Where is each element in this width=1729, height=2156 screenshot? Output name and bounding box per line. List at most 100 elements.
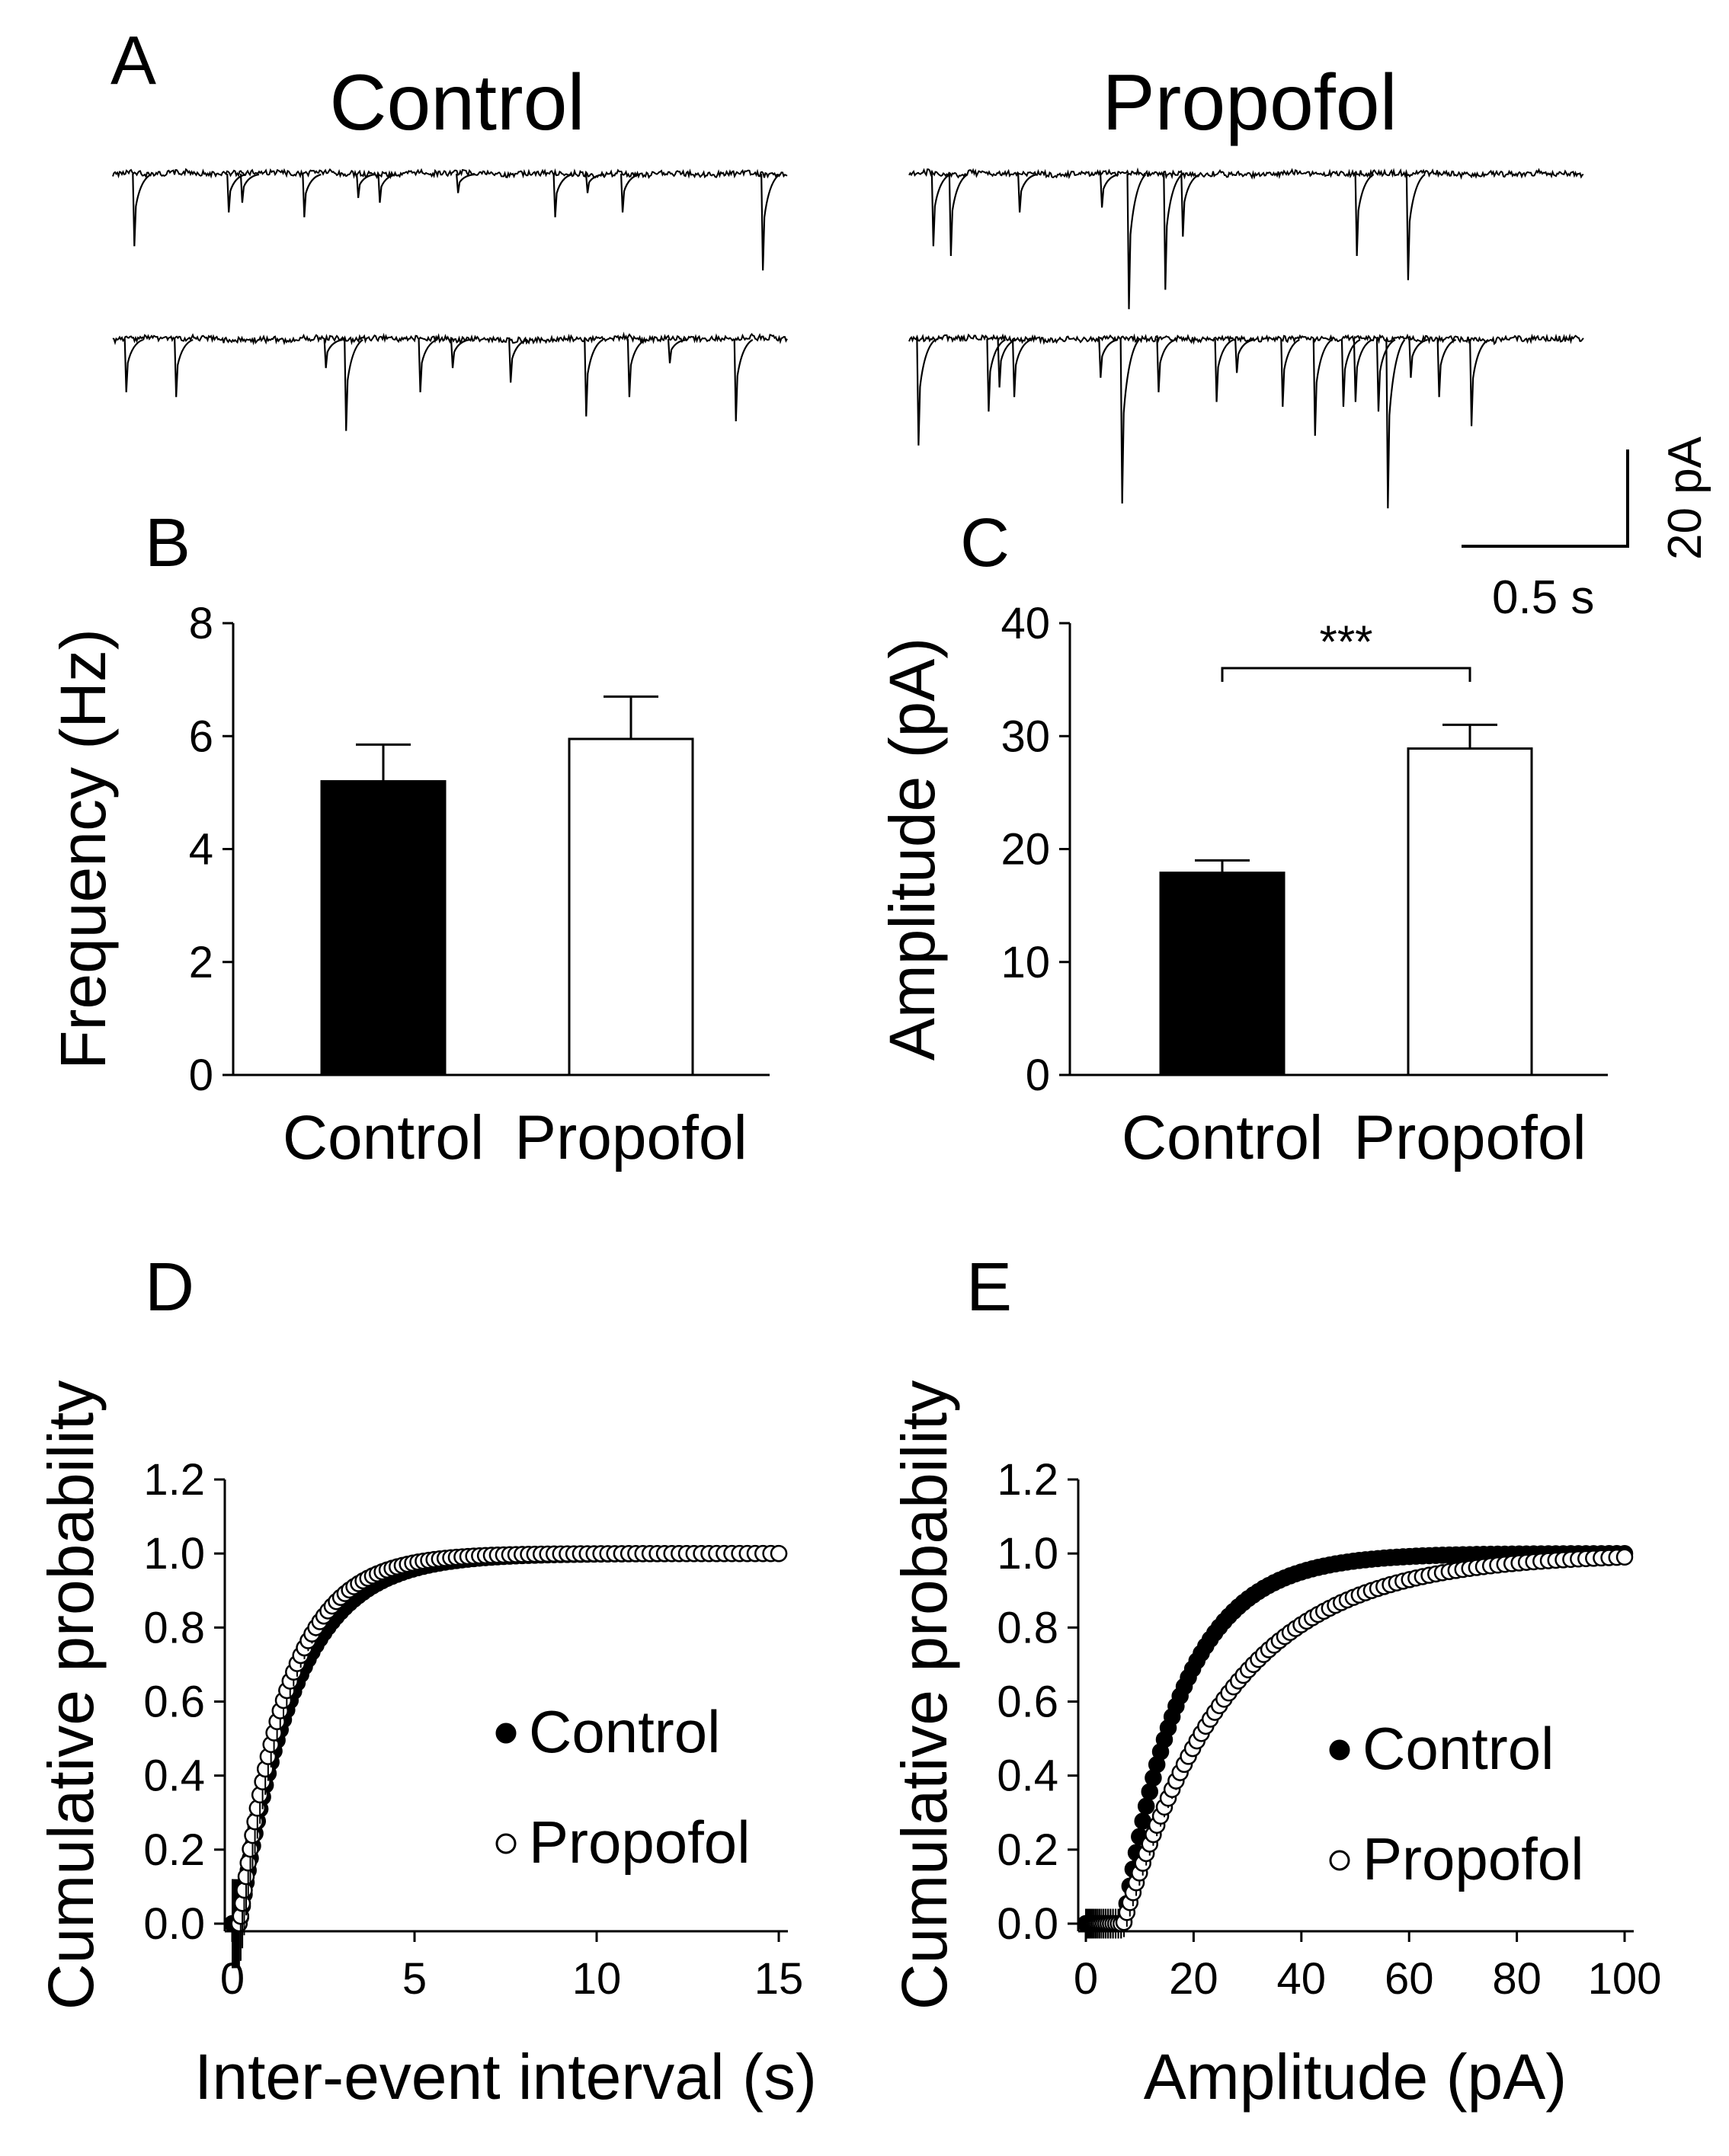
y-axis-label: Amplitude (pA) bbox=[876, 638, 948, 1061]
panel-c-letter: C bbox=[960, 505, 1010, 581]
trace-event bbox=[1100, 173, 1119, 208]
trace-event bbox=[1408, 338, 1428, 378]
trace-event bbox=[239, 173, 260, 203]
legend-marker bbox=[1329, 1850, 1350, 1871]
significance-label: *** bbox=[1319, 616, 1372, 667]
panel-e-letter: E bbox=[966, 1249, 1012, 1326]
legend-marker bbox=[1329, 1739, 1350, 1761]
trace-event bbox=[377, 173, 397, 203]
legend-label: Control bbox=[1362, 1715, 1554, 1782]
trace-event bbox=[450, 338, 470, 369]
data-point bbox=[1141, 1783, 1159, 1801]
category-label: Control bbox=[1122, 1103, 1323, 1172]
trace-event bbox=[344, 338, 363, 431]
y-tick-label: 8 bbox=[189, 599, 213, 648]
y-axis-label: Frequency (Hz) bbox=[47, 629, 119, 1070]
data-point bbox=[1615, 1548, 1634, 1566]
y-tick-label: 4 bbox=[189, 825, 213, 875]
frequency-bar-chart: 0 2 4 6 8 Control Propofol Frequency (Hz) bbox=[47, 599, 770, 1172]
y-tick-label: 1.2 bbox=[997, 1455, 1058, 1505]
y-tick-label: 1.0 bbox=[143, 1529, 205, 1579]
bar-propofol bbox=[1407, 747, 1533, 1076]
trace-event bbox=[323, 338, 343, 369]
trace-event bbox=[733, 338, 754, 421]
trace-baseline bbox=[908, 167, 1584, 181]
trace-event bbox=[1098, 338, 1118, 378]
trace-event bbox=[1156, 338, 1176, 392]
data-point bbox=[239, 1854, 257, 1872]
data-point bbox=[1134, 1812, 1151, 1830]
legend-label: Propofol bbox=[529, 1809, 751, 1876]
legend-marker bbox=[495, 1723, 517, 1744]
x-tick-label: 20 bbox=[1169, 1954, 1218, 2004]
trace-event bbox=[626, 338, 647, 398]
y-tick-label: 0 bbox=[189, 1051, 213, 1100]
trace-event bbox=[584, 173, 605, 194]
trace-event bbox=[302, 173, 322, 218]
x-tick-label: 5 bbox=[402, 1954, 427, 2004]
trace-event bbox=[1163, 173, 1183, 290]
x-tick-label: 100 bbox=[1588, 1954, 1662, 2004]
y-tick-label: 0.4 bbox=[143, 1751, 205, 1801]
trace-event bbox=[760, 173, 780, 271]
trace-baseline bbox=[112, 168, 788, 180]
y-tick-label: 0.2 bbox=[997, 1825, 1058, 1875]
y-tick-label: 0.6 bbox=[143, 1678, 205, 1727]
significance-bracket bbox=[1221, 667, 1471, 682]
trace-event bbox=[584, 338, 604, 417]
trace-event bbox=[948, 173, 969, 256]
trace-event bbox=[916, 338, 937, 446]
trace-event bbox=[1385, 338, 1406, 509]
trace-event bbox=[456, 173, 475, 194]
trace-event bbox=[132, 173, 152, 247]
trace-event bbox=[930, 173, 951, 247]
trace-event bbox=[1375, 338, 1396, 412]
amplitude-cumulative-chart: 0.0 0.2 0.4 0.6 0.8 1.0 1.2 0 20 40 60 80 100 Control… bbox=[889, 1380, 1661, 2113]
x-tick-label: 80 bbox=[1492, 1954, 1542, 2004]
panel-d-letter: D bbox=[145, 1249, 194, 1326]
y-tick-label: 0.0 bbox=[997, 1899, 1058, 1949]
y-axis-label: Cumulative probability bbox=[889, 1380, 960, 2010]
trace-baseline bbox=[112, 331, 788, 346]
x-tick-label: 15 bbox=[754, 1954, 804, 2004]
y-tick-label: 6 bbox=[189, 712, 213, 761]
trace-event bbox=[1405, 173, 1426, 280]
category-label: Propofol bbox=[514, 1103, 747, 1172]
trace-event bbox=[552, 173, 572, 218]
y-tick-label: 0.2 bbox=[143, 1825, 205, 1875]
panel-a-title-control: Control bbox=[329, 59, 584, 147]
trace-event bbox=[620, 173, 640, 213]
trace-event bbox=[418, 338, 437, 392]
y-tick-label: 30 bbox=[1001, 712, 1050, 761]
trace-event bbox=[226, 173, 246, 213]
x-axis-label: Amplitude (pA) bbox=[1144, 2041, 1567, 2113]
x-axis-label: Inter-event interval (s) bbox=[194, 2041, 817, 2113]
trace-event bbox=[1468, 338, 1489, 427]
trace-event bbox=[1017, 173, 1037, 213]
data-point bbox=[1137, 1797, 1155, 1815]
legend-label: Propofol bbox=[1362, 1825, 1584, 1892]
trace-event bbox=[1011, 338, 1032, 398]
scale-bar-current-label: 20 pA bbox=[1659, 436, 1711, 560]
panel-a-letter: A bbox=[110, 23, 156, 99]
trace-event bbox=[1180, 173, 1200, 237]
interval-cumulative-chart: 0.00.20.40.60.81.01.20 5 10 15ControlPropof… bbox=[35, 1380, 817, 2113]
trace-event bbox=[1214, 338, 1234, 402]
scale-bar-time-label: 0.5 s bbox=[1492, 571, 1594, 624]
y-tick-label: 20 bbox=[1001, 825, 1050, 875]
y-tick-label: 0 bbox=[1026, 1051, 1050, 1100]
category-label: Control bbox=[283, 1103, 484, 1172]
amplitude-bar-chart: 0 10 20 30 40 Control Propofol Amplitude (pA) **… bbox=[876, 599, 1608, 1172]
data-point bbox=[237, 1867, 255, 1886]
trace-event bbox=[1126, 173, 1147, 309]
y-axis-label: Cumulative probability bbox=[35, 1380, 107, 2010]
y-tick-label: 2 bbox=[189, 938, 213, 987]
bar-control bbox=[320, 780, 447, 1076]
trace-event bbox=[667, 338, 687, 363]
trace-event bbox=[1312, 338, 1333, 437]
trace-event bbox=[1354, 173, 1375, 256]
y-tick-label: 0.4 bbox=[997, 1751, 1058, 1801]
x-tick-label: 0 bbox=[1074, 1954, 1098, 2004]
y-tick-label: 0.6 bbox=[997, 1678, 1058, 1727]
